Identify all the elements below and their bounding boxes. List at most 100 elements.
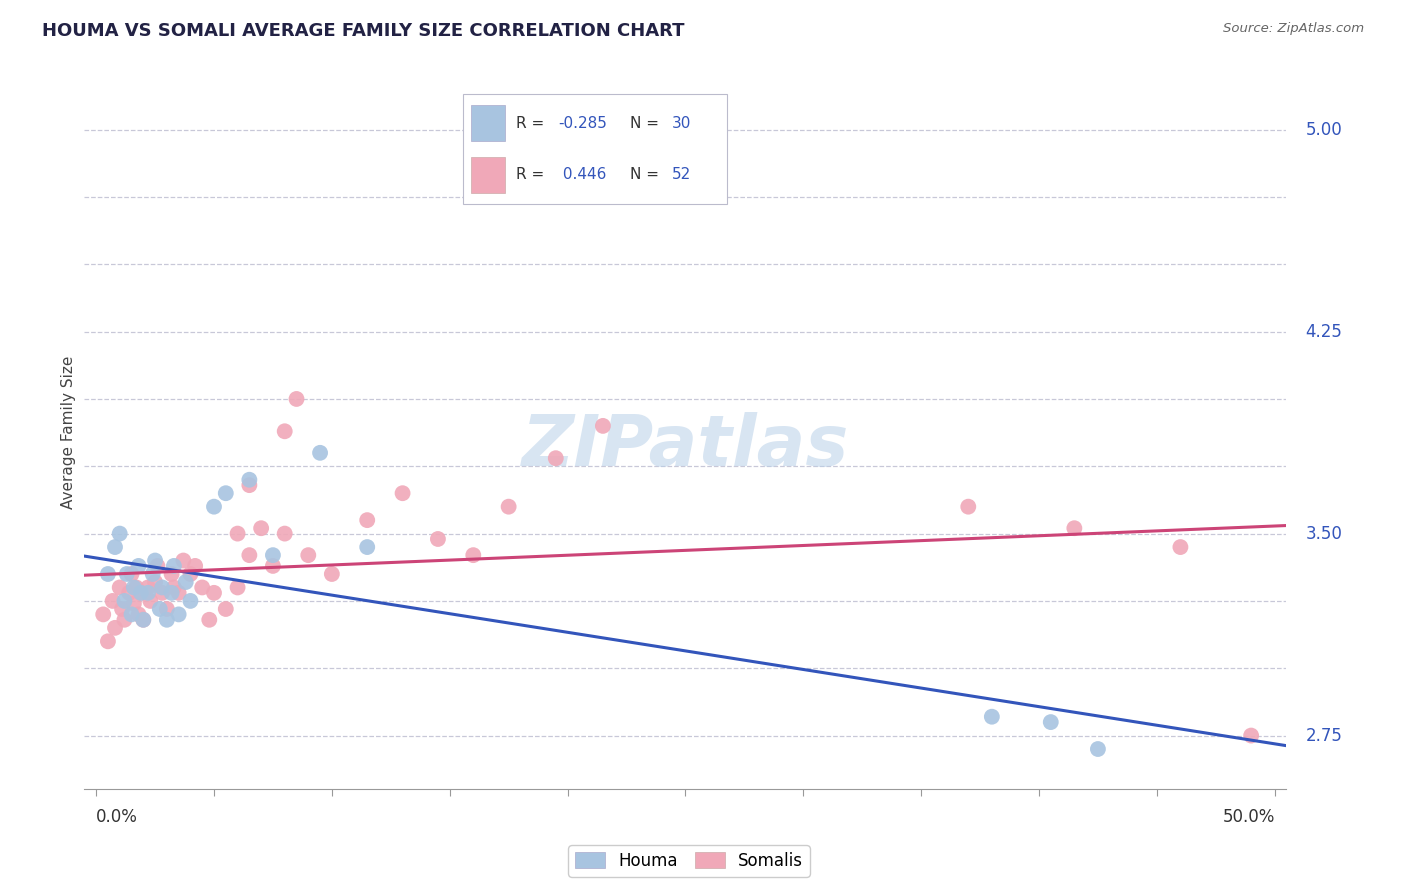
Point [136, 581, 159, 595]
Point [136, 586, 159, 600]
Point [215, 486, 238, 500]
Point [321, 566, 343, 581]
Point [150, 586, 173, 600]
Text: R =: R = [516, 116, 550, 131]
Point [142, 566, 165, 581]
Point [167, 586, 190, 600]
Legend: Houma, Somalis: Houma, Somalis [568, 846, 810, 877]
Point [297, 548, 319, 562]
Text: N =: N = [630, 167, 664, 182]
Point [156, 613, 179, 627]
Point [163, 558, 186, 573]
Point [463, 548, 485, 562]
Point [202, 500, 225, 514]
Point [97, 566, 120, 581]
Point [262, 548, 284, 562]
Point [108, 581, 131, 595]
Text: 0.446: 0.446 [558, 167, 606, 182]
Point [179, 566, 201, 581]
Point [128, 558, 150, 573]
Point [285, 392, 308, 406]
Point [238, 548, 260, 562]
Point [146, 558, 169, 573]
Point [1240, 729, 1263, 743]
Point [226, 526, 249, 541]
Point [121, 607, 143, 622]
Point [156, 602, 179, 616]
Point [191, 581, 214, 595]
Text: ZIPatlas: ZIPatlas [522, 412, 849, 482]
Point [238, 478, 260, 492]
Point [1063, 521, 1085, 535]
Point [163, 581, 186, 595]
Point [273, 424, 295, 438]
FancyBboxPatch shape [463, 94, 727, 204]
Point [115, 566, 138, 581]
Point [121, 566, 143, 581]
Point [262, 558, 284, 573]
Point [160, 566, 183, 581]
Point [215, 602, 238, 616]
Point [1039, 715, 1062, 730]
Point [226, 581, 249, 595]
Point [174, 575, 197, 590]
Point [128, 607, 150, 622]
Text: 2.75: 2.75 [1305, 727, 1343, 745]
Text: 3.50: 3.50 [1305, 524, 1343, 542]
FancyBboxPatch shape [471, 104, 505, 141]
Point [309, 446, 332, 460]
Text: 50.0%: 50.0% [1222, 808, 1275, 826]
Point [111, 602, 134, 616]
Point [132, 613, 155, 627]
Point [122, 597, 145, 611]
Point [139, 594, 162, 608]
Point [149, 602, 172, 616]
Point [132, 613, 155, 627]
Point [202, 586, 225, 600]
Point [356, 540, 378, 554]
Text: R =: R = [516, 167, 550, 182]
Point [143, 575, 166, 590]
Point [114, 613, 135, 627]
Point [167, 607, 190, 622]
Point [114, 594, 135, 608]
Text: Source: ZipAtlas.com: Source: ZipAtlas.com [1223, 22, 1364, 36]
Point [592, 418, 614, 433]
Text: 4.25: 4.25 [1305, 323, 1343, 341]
Text: 5.00: 5.00 [1305, 120, 1343, 138]
Point [143, 553, 166, 567]
Text: 30: 30 [672, 116, 692, 131]
Point [108, 526, 131, 541]
Text: -0.285: -0.285 [558, 116, 607, 131]
Point [104, 621, 127, 635]
Point [118, 586, 141, 600]
Point [104, 540, 127, 554]
Text: 52: 52 [672, 167, 692, 182]
Text: HOUMA VS SOMALI AVERAGE FAMILY SIZE CORRELATION CHART: HOUMA VS SOMALI AVERAGE FAMILY SIZE CORR… [42, 22, 685, 40]
Point [129, 586, 152, 600]
Point [356, 513, 378, 527]
Point [122, 581, 145, 595]
Point [980, 709, 1002, 723]
Text: 0.0%: 0.0% [96, 808, 138, 826]
Point [91, 607, 114, 622]
Point [179, 594, 201, 608]
Point [957, 500, 980, 514]
Point [273, 526, 295, 541]
Point [198, 613, 221, 627]
Point [129, 586, 152, 600]
Point [498, 500, 520, 514]
Point [125, 581, 148, 595]
Point [172, 553, 194, 567]
Point [250, 521, 273, 535]
Point [184, 558, 207, 573]
Point [97, 634, 120, 648]
Point [426, 532, 449, 546]
Y-axis label: Average Family Size: Average Family Size [60, 356, 76, 509]
Point [544, 451, 567, 466]
Point [391, 486, 413, 500]
Point [238, 473, 260, 487]
Point [101, 594, 124, 608]
Point [160, 586, 183, 600]
Point [150, 581, 173, 595]
